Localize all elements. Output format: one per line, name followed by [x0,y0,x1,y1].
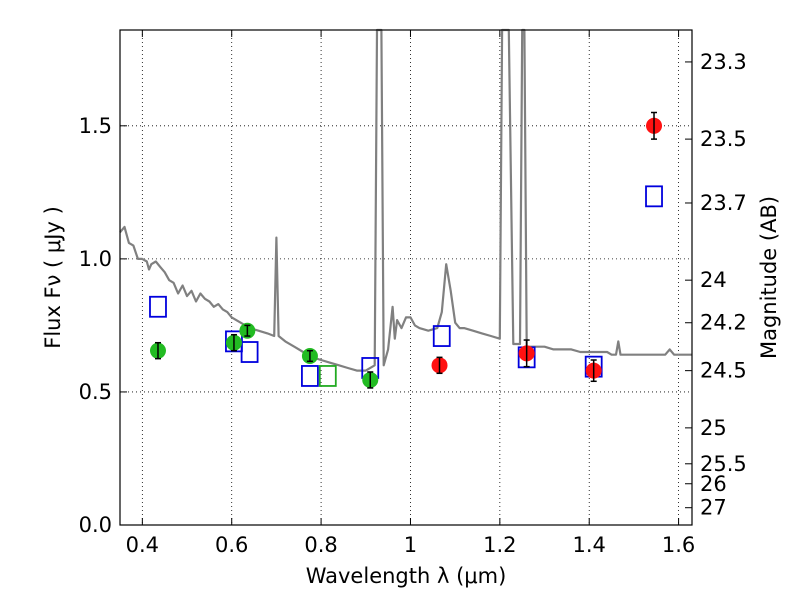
y2-tick-label: 26 [700,472,727,496]
x-tick-label: 0.6 [215,533,248,557]
x-axis-label: Wavelength λ (μm) [306,564,507,588]
y2-tick-label: 24.5 [700,359,747,383]
y2-tick-label: 23.3 [700,50,747,74]
y2-tick-label: 23.5 [700,127,747,151]
axis-ticks: 0.4 0.6 0.8 1 1.2 1.4 1.6 0.0 0.5 1.0 1.5 23.3 23.5 2… [79,30,747,557]
x-tick-label: 0.8 [304,533,337,557]
x-tick-label: 0.4 [126,533,159,557]
y2-tick-label: 27 [700,496,727,520]
model-squares [149,185,663,387]
model-square [432,325,451,347]
x-tick-label: 1.4 [573,533,606,557]
y-tick-label: 1.5 [79,114,112,138]
y2-tick-label: 25.5 [700,452,747,476]
y-tick-label: 0.5 [79,380,112,404]
plot-frame [119,29,693,526]
y2-tick-label: 24.2 [700,311,747,335]
model-square [240,341,259,363]
x-tick-label: 1.2 [483,533,516,557]
grid-lines [120,30,692,525]
y2-axis-label: Magnitude (AB) [757,196,781,359]
model-square [301,365,319,387]
y2-tick-label: 25 [700,416,727,440]
y2-tick-label: 23.7 [700,191,747,215]
sed-line [119,28,692,372]
y-tick-label: 1.0 [79,247,112,271]
y2-tick-label: 24 [700,268,727,292]
sed-model-line [119,28,692,372]
model-square [318,365,337,387]
x-tick-label: 1 [404,533,417,557]
y-axis-label: Flux Fν ( μJy ) [41,206,65,349]
y-tick-label: 0.0 [79,513,112,537]
model-square [645,185,663,208]
measured-points [149,111,663,389]
x-tick-label: 1.6 [662,533,695,557]
model-square [149,295,167,318]
